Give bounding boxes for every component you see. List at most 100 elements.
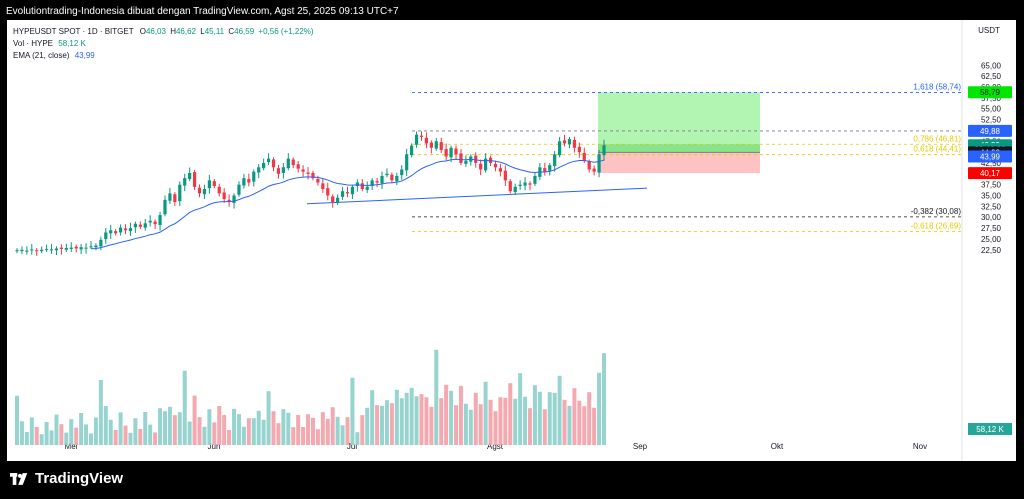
price-axis-label: 43,99: [980, 152, 1001, 161]
volume-bar: [414, 396, 419, 445]
volume-bar: [483, 381, 488, 445]
candle-body: [582, 152, 586, 161]
fib-level-label: -0,618 (26,69): [911, 222, 962, 231]
legend-high-label: H: [170, 27, 176, 36]
volume-bar: [498, 397, 503, 445]
candle-body: [114, 231, 118, 234]
candle-body: [242, 178, 246, 186]
candle-body: [94, 245, 98, 248]
chart-area[interactable]: USDT 22,50 25,00 27,50 30,00 32,50 35,00 37,50 4…: [7, 20, 1016, 461]
volume-bar: [365, 407, 370, 445]
candle-body: [118, 227, 123, 233]
volume-bar: [325, 418, 330, 445]
candle-body: [123, 228, 128, 231]
fib-level-label: 0,786 (46,81): [913, 134, 961, 143]
volume-bar: [281, 409, 286, 445]
volume-bar: [315, 429, 320, 445]
candle-body: [419, 135, 424, 137]
volume-bar: [222, 415, 227, 445]
volume-bar: [227, 430, 232, 445]
candle-body: [232, 195, 236, 203]
volume-bar: [306, 414, 311, 445]
fib-level-label: 1,618 (58,74): [913, 82, 961, 91]
volume-bar: [532, 385, 537, 445]
candle-body: [484, 158, 488, 171]
candle-body: [326, 188, 330, 196]
candle-body: [365, 186, 369, 190]
candle-body: [454, 148, 458, 155]
price-axis-tick: 42,50: [981, 159, 1002, 168]
candle-body: [138, 224, 142, 227]
volume-bar: [93, 417, 98, 445]
volume-bar: [172, 415, 177, 445]
candle-body: [104, 232, 108, 239]
candle-body: [508, 181, 512, 192]
legend-volume-label: Vol · HYPE: [13, 39, 54, 48]
volume-bar: [182, 370, 187, 445]
candle-body: [355, 182, 359, 186]
candle-body: [173, 194, 177, 203]
fib-level-label: -0,382 (30,08): [911, 207, 962, 216]
candle-body: [266, 158, 271, 163]
volume-bar: [434, 349, 439, 445]
legend-ohlc: HYPEUSDT SPOT · 1D · BITGET O46,03 H46,6…: [13, 26, 314, 38]
candle-body: [247, 179, 251, 183]
volume-bar: [192, 395, 197, 445]
price-axis-label-bg: [968, 124, 1012, 137]
volume-bar: [587, 392, 592, 445]
candle-body: [459, 153, 463, 163]
candle-body: [163, 199, 167, 215]
volume-bar: [577, 400, 582, 445]
candle-body: [64, 248, 68, 250]
candle-body: [217, 186, 221, 194]
candle-body: [553, 154, 557, 167]
volume-bar: [513, 398, 518, 445]
candle-body: [331, 196, 335, 203]
price-axis-tick: 65,00: [981, 61, 1002, 70]
candle-body: [192, 172, 197, 187]
candle-body: [523, 182, 527, 186]
volume-bar: [602, 353, 606, 445]
volume-bar: [429, 406, 434, 445]
legend-ema-label: EMA (21, close): [13, 51, 70, 60]
legend-low-label: L: [200, 27, 205, 36]
volume-bar: [528, 408, 533, 445]
candle-body: [99, 239, 103, 247]
volume-bar: [128, 432, 133, 445]
candle-body: [178, 184, 182, 202]
volume-bar: [404, 392, 409, 445]
legend-volume: Vol · HYPE 58,12 K: [13, 38, 314, 50]
volume-bar: [320, 412, 325, 445]
volume-bar: [444, 384, 449, 445]
volume-axis-label: 58,12 K: [976, 425, 1004, 434]
candle-body: [271, 159, 276, 168]
candle-body: [345, 192, 350, 194]
volume-bar: [384, 400, 389, 445]
time-axis-label: Agst: [487, 442, 504, 451]
price-axis-tick: 55,00: [981, 105, 1002, 114]
volume-bar: [212, 422, 217, 445]
legend-ema-value: 43,99: [74, 51, 95, 60]
volume-bar: [562, 399, 567, 445]
volume-bar: [177, 412, 182, 445]
candle-body: [69, 247, 73, 249]
volume-bar: [162, 411, 167, 445]
candle-body: [79, 247, 83, 250]
volume-bar: [557, 375, 562, 445]
candle-body: [306, 172, 310, 174]
candle-body: [602, 145, 606, 156]
candle-body: [592, 168, 596, 172]
tradingview-logo[interactable]: TradingView: [10, 470, 123, 487]
volume-bar: [59, 424, 64, 445]
candle-body: [390, 174, 394, 181]
volume-bar: [49, 430, 54, 445]
volume-bar: [256, 410, 261, 445]
volume-bar: [350, 377, 355, 445]
volume-bar: [370, 390, 375, 445]
candle-body: [434, 141, 438, 149]
candle-body: [360, 183, 364, 190]
candle-body: [257, 167, 261, 173]
candle-body: [400, 169, 404, 176]
candle-body: [133, 223, 137, 228]
